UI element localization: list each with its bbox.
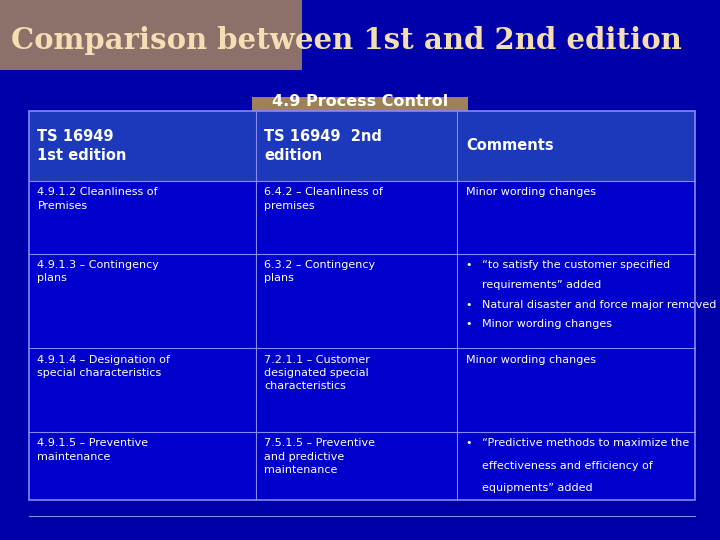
Text: 4.9.1.2 Cleanliness of
Premises: 4.9.1.2 Cleanliness of Premises (37, 187, 158, 211)
Bar (252, 97, 468, 111)
Text: Comments: Comments (466, 138, 554, 153)
Text: equipments” added: equipments” added (482, 483, 593, 492)
Text: effectiveness and efficiency of: effectiveness and efficiency of (482, 461, 652, 470)
Bar (29, 111, 695, 500)
Text: 4.9.1.3 – Contingency
plans: 4.9.1.3 – Contingency plans (37, 260, 159, 284)
Text: requirements” added: requirements” added (482, 280, 601, 290)
Text: TS 16949
1st edition: TS 16949 1st edition (37, 129, 127, 163)
Text: 4.9 Process Control: 4.9 Process Control (272, 94, 448, 109)
Text: 4.9.1.4 – Designation of
special characteristics: 4.9.1.4 – Designation of special charact… (37, 355, 171, 378)
Text: •: • (466, 319, 472, 329)
Text: Minor wording changes: Minor wording changes (482, 319, 612, 329)
Text: “Predictive methods to maximize the: “Predictive methods to maximize the (482, 438, 689, 449)
Text: “to satisfy the customer specified: “to satisfy the customer specified (482, 260, 670, 271)
Text: 7.2.1.1 – Customer
designated special
characteristics: 7.2.1.1 – Customer designated special ch… (264, 355, 370, 391)
Text: 6.3.2 – Contingency
plans: 6.3.2 – Contingency plans (264, 260, 375, 284)
Text: 4.9.1.5 – Preventive
maintenance: 4.9.1.5 – Preventive maintenance (37, 438, 148, 462)
Text: 6.4.2 – Cleanliness of
premises: 6.4.2 – Cleanliness of premises (264, 187, 383, 211)
Text: Minor wording changes: Minor wording changes (466, 187, 596, 198)
Bar (29, 111, 695, 181)
Text: TS 16949  2nd
edition: TS 16949 2nd edition (264, 129, 382, 163)
Text: Comparison between 1st and 2nd edition: Comparison between 1st and 2nd edition (11, 26, 682, 55)
Text: Minor wording changes: Minor wording changes (466, 355, 596, 365)
Text: •: • (466, 438, 472, 449)
Text: •: • (466, 300, 472, 309)
Bar (29, 111, 695, 500)
Bar (0, 0, 302, 70)
Text: Natural disaster and force major removed: Natural disaster and force major removed (482, 300, 716, 309)
Text: 7.5.1.5 – Preventive
and predictive
maintenance: 7.5.1.5 – Preventive and predictive main… (264, 438, 375, 475)
Text: •: • (466, 260, 472, 271)
